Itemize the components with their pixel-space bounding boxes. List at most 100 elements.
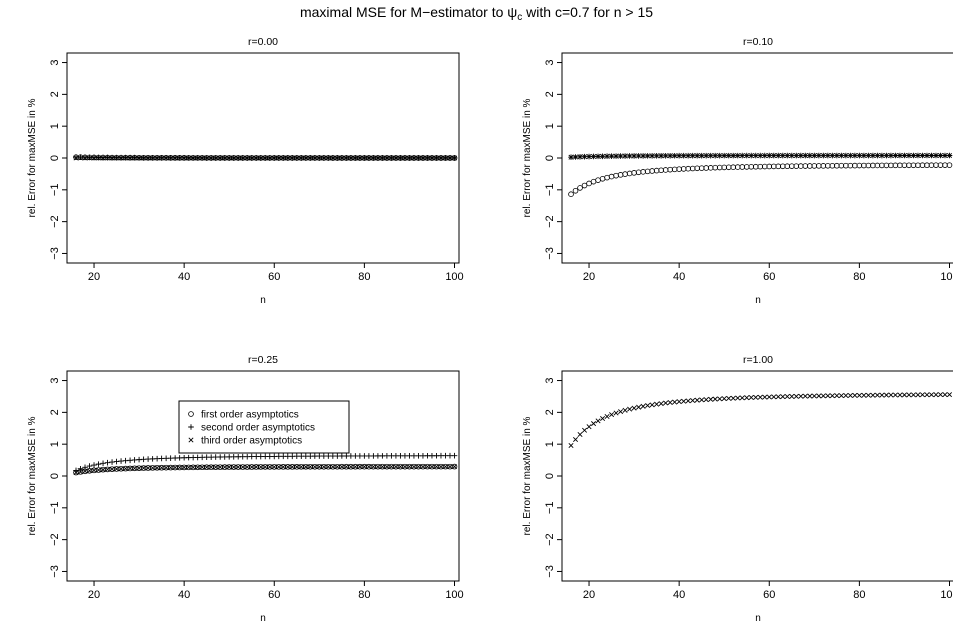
cross-point: [285, 464, 291, 470]
cross-point: [699, 153, 705, 159]
circle-point: [730, 164, 737, 170]
cross-point: [627, 153, 633, 159]
y-tick-label: −3: [49, 247, 61, 260]
cross-point: [388, 155, 394, 161]
x-tick-label: 80: [853, 589, 865, 601]
plus-point: [95, 461, 102, 467]
cross-point: [298, 155, 304, 161]
cross-point: [915, 152, 921, 159]
x-tick-label: 40: [178, 589, 190, 601]
cross-point: [343, 155, 349, 161]
cross-point: [843, 393, 849, 399]
cross-point: [253, 155, 259, 161]
circle-point: [568, 191, 574, 197]
circle-point: [766, 163, 773, 170]
cross-point: [681, 153, 687, 159]
circle-point: [937, 162, 944, 168]
cross-point: [433, 155, 439, 161]
circle-point: [946, 162, 953, 168]
y-tick-label: 2: [49, 91, 61, 97]
cross-point: [897, 152, 903, 159]
cross-point: [622, 407, 628, 413]
cross-point: [852, 392, 858, 398]
plus-point: [109, 459, 115, 465]
cross-point: [717, 396, 723, 402]
circle-point: [716, 164, 723, 171]
cross-point: [339, 464, 345, 470]
circle-point: [761, 163, 768, 170]
y-tick-label: 0: [49, 155, 61, 161]
y-tick-label: −3: [544, 247, 556, 260]
cross-point: [883, 392, 889, 398]
cross-point: [145, 155, 151, 161]
cross-point: [663, 153, 669, 159]
panel-title: r=0.25: [248, 354, 278, 366]
circle-point: [653, 167, 660, 174]
x-tick-label: 80: [358, 271, 370, 283]
circle-point: [865, 162, 872, 169]
cross-point: [937, 152, 944, 159]
circle-point: [644, 168, 651, 175]
circle-point: [748, 163, 755, 170]
cross-point: [906, 392, 912, 398]
circle-point: [852, 162, 858, 169]
cross-point: [915, 392, 921, 398]
cross-point: [100, 467, 106, 473]
cross-point: [267, 155, 273, 161]
x-tick-label: 100: [445, 589, 463, 601]
circle-point: [752, 163, 759, 170]
y-tick-label: 2: [49, 409, 61, 415]
cross-point: [757, 394, 763, 400]
cross-point: [132, 465, 138, 471]
cross-point: [897, 392, 903, 398]
cross-point: [118, 155, 124, 161]
cross-point: [622, 153, 628, 159]
x-axis-label: n: [260, 613, 266, 624]
circle-point: [942, 162, 948, 168]
cross-point: [726, 153, 732, 159]
cross-point: [640, 153, 646, 159]
circle-point: [856, 162, 863, 169]
legend-label: third order asymptotics: [201, 436, 302, 447]
cross-point: [289, 155, 295, 161]
cross-point: [739, 153, 745, 159]
cross-point: [244, 464, 250, 470]
circle-point: [662, 167, 669, 173]
cross-point: [667, 153, 673, 159]
cross-point: [618, 153, 624, 159]
cross-point: [325, 464, 331, 470]
x-tick-label: 20: [583, 271, 595, 283]
circle-point: [721, 164, 728, 171]
cross-point: [303, 155, 309, 161]
circle-point: [685, 165, 691, 172]
y-tick-label: 0: [544, 155, 556, 161]
data-points: [73, 154, 458, 161]
cross-point: [946, 152, 953, 159]
cross-point: [618, 409, 624, 415]
cross-point: [820, 153, 826, 159]
cross-point: [375, 464, 381, 470]
circle-point: [631, 170, 637, 176]
y-axis-label: rel. Error for maxMSE in %: [27, 98, 38, 217]
cross-point: [861, 153, 867, 159]
circle-point: [861, 162, 867, 169]
cross-point: [919, 152, 925, 159]
cross-point: [339, 155, 345, 161]
legend-box: [178, 400, 350, 454]
plus-point: [100, 460, 106, 467]
y-tick-label: 1: [49, 441, 61, 447]
cross-point: [370, 464, 376, 470]
cross-point: [654, 401, 660, 407]
cross-point: [690, 153, 696, 159]
plus-point: [451, 452, 458, 459]
cross-point: [685, 398, 691, 404]
cross-point: [141, 155, 147, 161]
cross-point: [420, 464, 426, 470]
cross-point: [771, 153, 777, 159]
circle-point: [635, 169, 642, 176]
circle-point: [658, 167, 664, 174]
y-tick-label: 3: [49, 59, 61, 65]
cross-point: [757, 153, 763, 159]
cross-point: [217, 155, 223, 161]
cross-point: [433, 464, 439, 470]
